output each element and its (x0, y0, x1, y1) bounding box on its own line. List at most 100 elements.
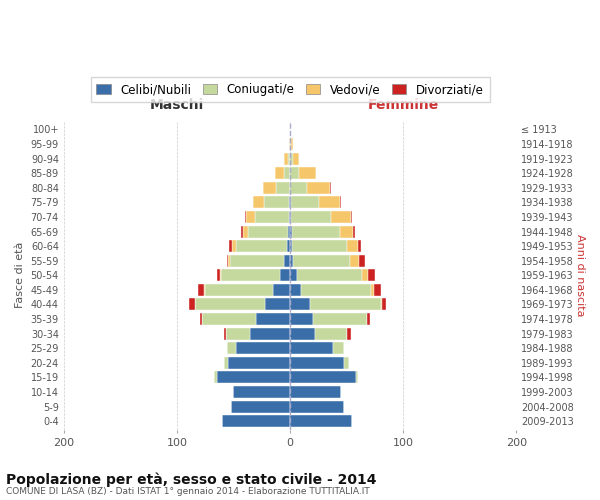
Bar (229, 240, 232, 252)
Bar (245, 211, 246, 223)
Bar (290, 152, 293, 164)
Bar (246, 211, 255, 223)
Bar (359, 254, 365, 266)
Bar (290, 357, 344, 369)
Bar (340, 226, 353, 237)
Bar (275, 167, 284, 179)
Bar (351, 211, 352, 223)
Bar (356, 372, 358, 384)
Bar (233, 386, 290, 398)
Bar (347, 328, 351, 340)
Bar (273, 284, 290, 296)
Bar (277, 182, 290, 194)
Y-axis label: Fasce di età: Fasce di età (15, 242, 25, 308)
Bar (195, 298, 265, 310)
Bar (340, 196, 341, 208)
Bar (290, 167, 299, 179)
Bar (284, 167, 290, 179)
Bar (297, 270, 362, 281)
Bar (288, 226, 290, 237)
Bar (232, 240, 236, 252)
Bar (236, 240, 287, 252)
Bar (371, 284, 374, 296)
Bar (290, 196, 291, 208)
Bar (253, 196, 264, 208)
Bar (291, 211, 331, 223)
Bar (290, 138, 291, 150)
Bar (353, 226, 355, 237)
Bar (221, 270, 280, 281)
Bar (290, 342, 333, 354)
Bar (228, 357, 290, 369)
Text: COMUNE DI LASA (BZ) - Dati ISTAT 1° gennaio 2014 - Elaborazione TUTTITALIA.IT: COMUNE DI LASA (BZ) - Dati ISTAT 1° genn… (6, 488, 370, 496)
Bar (290, 372, 356, 384)
Bar (290, 284, 301, 296)
Bar (230, 254, 284, 266)
Legend: Celibi/Nubili, Coniugati/e, Vedovi/e, Divorziati/e: Celibi/Nubili, Coniugati/e, Vedovi/e, Di… (91, 77, 490, 102)
Bar (217, 372, 290, 384)
Bar (220, 270, 221, 281)
Bar (313, 313, 367, 325)
Bar (199, 284, 204, 296)
Bar (284, 152, 288, 164)
Bar (333, 342, 344, 354)
Bar (236, 342, 290, 354)
Bar (289, 138, 290, 150)
Bar (290, 386, 341, 398)
Bar (290, 254, 293, 266)
Bar (190, 298, 195, 310)
Bar (231, 400, 290, 412)
Bar (290, 182, 307, 194)
Bar (227, 254, 228, 266)
Text: Femmine: Femmine (368, 98, 439, 112)
Bar (224, 357, 228, 369)
Bar (222, 415, 290, 427)
Bar (315, 328, 347, 340)
Bar (350, 254, 359, 266)
Bar (347, 240, 358, 252)
Bar (287, 240, 290, 252)
Bar (289, 211, 290, 223)
Bar (205, 284, 273, 296)
Bar (204, 284, 205, 296)
Bar (299, 167, 316, 179)
Bar (291, 138, 293, 150)
Y-axis label: Anni di nascita: Anni di nascita (575, 234, 585, 316)
Bar (293, 254, 350, 266)
Bar (280, 270, 290, 281)
Bar (290, 400, 344, 412)
Bar (263, 182, 277, 194)
Bar (228, 254, 230, 266)
Bar (374, 284, 380, 296)
Bar (248, 226, 288, 237)
Bar (250, 328, 290, 340)
Text: Maschi: Maschi (150, 98, 204, 112)
Bar (264, 196, 289, 208)
Bar (292, 240, 347, 252)
Text: Popolazione per età, sesso e stato civile - 2014: Popolazione per età, sesso e stato civil… (6, 472, 377, 487)
Bar (227, 342, 236, 354)
Bar (362, 270, 368, 281)
Bar (344, 357, 349, 369)
Bar (242, 226, 248, 237)
Bar (290, 415, 352, 427)
Bar (265, 298, 290, 310)
Bar (368, 270, 375, 281)
Bar (290, 240, 292, 252)
Bar (290, 211, 291, 223)
Bar (382, 298, 386, 310)
Bar (200, 313, 202, 325)
Bar (331, 211, 351, 223)
Bar (226, 328, 250, 340)
Bar (202, 313, 256, 325)
Bar (284, 254, 290, 266)
Bar (307, 182, 329, 194)
Bar (319, 196, 340, 208)
Bar (214, 372, 217, 384)
Bar (290, 298, 310, 310)
Bar (290, 226, 292, 237)
Bar (290, 313, 313, 325)
Bar (293, 152, 299, 164)
Bar (224, 328, 226, 340)
Bar (292, 226, 340, 237)
